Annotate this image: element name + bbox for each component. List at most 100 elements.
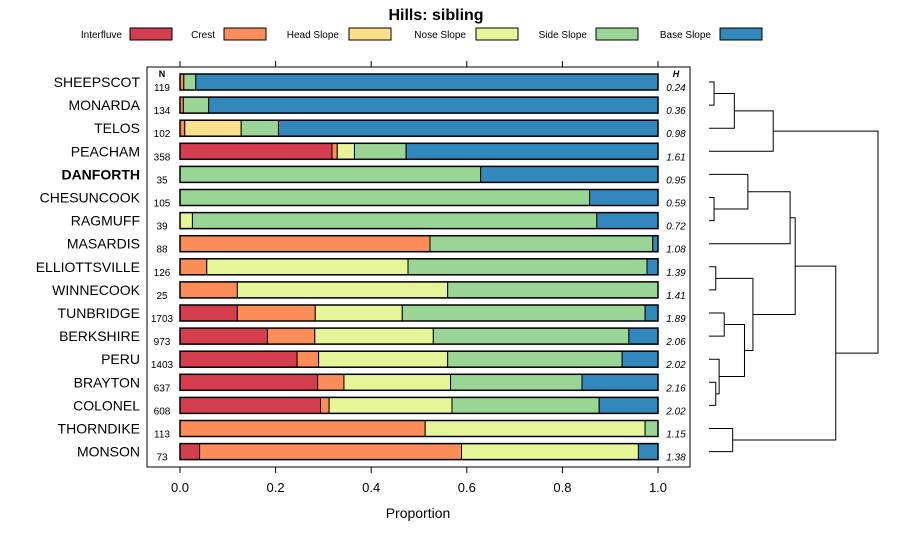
bar-segment-monson-nose-slope xyxy=(461,443,639,461)
bar-segment-brayton-base-slope xyxy=(581,373,659,391)
dendrogram-merge-12 xyxy=(752,217,796,315)
bar-segment-tunbridge-side-slope xyxy=(401,304,646,322)
bar-outline-tunbridge xyxy=(179,304,659,322)
bar-segment-brayton-side-slope xyxy=(450,373,583,391)
h-value-monson: 1.38 xyxy=(666,453,686,464)
bar-segment-sheepscot-base-slope xyxy=(195,73,659,91)
legend-label-interfluve: Interfluve xyxy=(81,30,123,41)
bar-outline-monarda xyxy=(179,96,659,114)
bar-segment-berkshire-base-slope xyxy=(628,327,659,345)
bar-outline-peacham xyxy=(179,142,659,161)
bar-segment-thorndike-nose-slope xyxy=(424,420,646,437)
bar-segment-monson-base-slope xyxy=(637,443,659,461)
h-value-sheepscot: 0.24 xyxy=(666,83,686,94)
legend-swatch-base-slope xyxy=(719,27,763,41)
bar-segment-thorndike-side-slope xyxy=(644,420,659,437)
n-value-colonel: 608 xyxy=(154,406,171,417)
legend-label-nose-slope: Nose Slope xyxy=(414,30,466,41)
dendrogram-merge-3 xyxy=(709,197,715,222)
bar-segment-colonel-side-slope xyxy=(451,396,600,414)
bar-segment-tunbridge-base-slope xyxy=(644,304,659,322)
row-label-berkshire: BERKSHIRE xyxy=(59,328,140,344)
bar-segment-peacham-base-slope xyxy=(405,142,659,160)
bar-outline-ragmuff xyxy=(179,211,659,230)
row-label-elliottsville: ELLIOTTSVILLE xyxy=(36,259,140,275)
row-label-winnecook: WINNECOOK xyxy=(52,282,141,298)
row-label-thorndike: THORNDIKE xyxy=(58,421,140,437)
row-label-sheepscot: SHEEPSCOT xyxy=(54,74,141,90)
h-value-monarda: 0.36 xyxy=(666,106,686,117)
n-value-thorndike: 113 xyxy=(154,430,170,441)
h-value-masardis: 1.08 xyxy=(666,245,686,256)
bar-segment-peru-nose-slope xyxy=(318,350,449,368)
bar-segment-peru-crest xyxy=(296,350,320,368)
x-tick-label-4: 0.8 xyxy=(553,480,571,495)
bar-segment-elliottsville-base-slope xyxy=(646,258,659,276)
dendrogram-merge-7 xyxy=(709,358,720,395)
bar-segment-monson-interfluve xyxy=(179,443,201,461)
bar-segment-ragmuff-side-slope xyxy=(191,212,598,230)
n-value-brayton: 637 xyxy=(154,383,171,394)
bar-segment-colonel-base-slope xyxy=(598,396,659,414)
h-value-telos: 0.98 xyxy=(666,129,686,140)
bar-segment-peacham-nose-slope xyxy=(336,142,355,160)
x-tick-label-2: 0.4 xyxy=(362,480,380,495)
bar-outline-peru xyxy=(179,350,659,368)
bar-segment-chesuncook-side-slope xyxy=(179,189,591,206)
bar-segment-peru-interfluve xyxy=(179,350,298,368)
bar-segment-berkshire-side-slope xyxy=(432,327,630,345)
bar-outline-telos xyxy=(179,119,659,137)
h-column-header: H xyxy=(673,69,680,79)
dendrogram-merge-4 xyxy=(709,173,749,210)
bar-segment-peru-side-slope xyxy=(447,350,623,368)
n-value-masardis: 88 xyxy=(156,245,168,256)
h-value-colonel: 2.02 xyxy=(665,406,686,417)
bar-segment-telos-side-slope xyxy=(240,119,279,137)
bar-segment-berkshire-nose-slope xyxy=(314,327,434,345)
row-label-brayton: BRAYTON xyxy=(74,374,140,390)
legend: Interfluve Crest Head Slope Nose Slope Side … xyxy=(81,27,763,41)
n-value-winnecook: 25 xyxy=(156,291,168,302)
dendrogram-merge-14 xyxy=(732,265,837,441)
row-label-monson: MONSON xyxy=(77,444,140,460)
bar-segment-elliottsville-crest xyxy=(179,258,208,276)
h-value-elliottsville: 1.39 xyxy=(666,268,686,279)
legend-swatch-interfluve xyxy=(129,27,173,41)
bar-segment-monarda-side-slope xyxy=(182,96,210,114)
h-value-ragmuff: 0.72 xyxy=(666,222,686,233)
bar-outline-winnecook xyxy=(179,281,659,299)
h-value-danforth: 0.95 xyxy=(666,175,686,186)
legend-label-base-slope: Base Slope xyxy=(660,30,712,41)
n-value-elliottsville: 126 xyxy=(154,268,171,279)
bar-segment-colonel-crest xyxy=(320,396,330,414)
legend-label-side-slope: Side Slope xyxy=(539,30,588,41)
bar-outline-brayton xyxy=(179,373,659,392)
bar-segment-tunbridge-crest xyxy=(236,304,316,322)
n-value-monarda: 134 xyxy=(154,106,171,117)
dendrogram-merge-11 xyxy=(709,191,791,245)
x-axis-label: Proportion xyxy=(386,505,451,521)
n-value-peru: 1403 xyxy=(151,360,174,371)
bar-segment-sheepscot-side-slope xyxy=(183,73,197,91)
dendrogram-merge-8 xyxy=(709,312,725,337)
legend-swatch-side-slope xyxy=(595,27,639,41)
row-label-peru: PERU xyxy=(101,351,140,367)
h-value-chesuncook: 0.59 xyxy=(666,199,686,210)
bar-segment-masardis-side-slope xyxy=(429,235,654,253)
bar-outline-berkshire xyxy=(179,327,659,345)
row-label-monarda: MONARDA xyxy=(68,97,140,113)
bar-segment-winnecook-nose-slope xyxy=(236,281,449,299)
n-value-ragmuff: 39 xyxy=(156,222,168,233)
bar-segment-chesuncook-base-slope xyxy=(589,189,659,206)
dendrogram-merge-15 xyxy=(773,130,879,354)
bar-segment-danforth-side-slope xyxy=(179,165,482,183)
bar-segment-brayton-interfluve xyxy=(179,373,319,391)
h-value-berkshire: 2.06 xyxy=(665,337,686,348)
bar-outline-elliottsville xyxy=(179,258,659,276)
h-value-tunbridge: 1.89 xyxy=(666,314,686,325)
dendrogram-merge-6 xyxy=(709,381,717,406)
bar-segment-brayton-crest xyxy=(317,373,345,391)
n-value-monson: 73 xyxy=(156,453,168,464)
bar-segment-colonel-nose-slope xyxy=(328,396,453,414)
